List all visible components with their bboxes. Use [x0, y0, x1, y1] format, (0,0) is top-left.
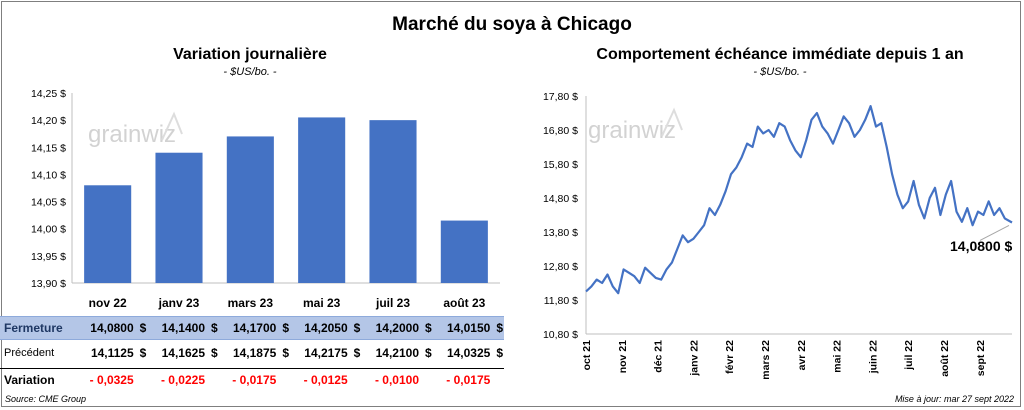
line-y-tick-label: 17,80 $: [543, 91, 578, 103]
left-chart-subtitle: - $US/bo. -: [223, 66, 277, 78]
line-x-tick-label: mars 22: [760, 340, 772, 380]
table-cell-currency: $: [425, 346, 432, 360]
table-cell: 14,1700: [232, 321, 277, 335]
table-cell: - 0,0125: [303, 373, 348, 387]
line-x-tick-label: janv 22: [688, 340, 700, 377]
last-value-leader-line: [979, 225, 1010, 241]
line-x-tick-label: sept 22: [975, 340, 987, 376]
table-cell-currency: $: [496, 321, 504, 335]
watermark-text: grainwiz: [88, 121, 176, 148]
table-cell: 14,1125: [90, 346, 134, 360]
bar-y-tick-label: 14,05 $: [31, 197, 66, 209]
line-y-tick-label: 12,80 $: [543, 261, 578, 273]
bar-y-tick-label: 13,90 $: [31, 278, 66, 290]
table-cell: 14,0800: [90, 321, 134, 335]
bar-x-tick-label: nov 22: [89, 296, 127, 310]
table-row-label: Fermeture: [4, 321, 63, 335]
bar-y-tick-label: 14,20 $: [31, 115, 66, 127]
bar: [84, 185, 132, 283]
table-cell-currency: $: [496, 346, 504, 360]
grainwiz-watermark: grainwiz: [588, 107, 683, 144]
watermark-mark-icon: [661, 107, 683, 137]
line-x-tick-label: févr 22: [724, 340, 736, 374]
update-note: Mise à jour: mar 27 sept 2022: [894, 394, 1014, 404]
table-cell: 14,1625: [161, 346, 205, 360]
table-cell-currency: $: [211, 346, 218, 360]
table-cell-currency: $: [139, 346, 147, 360]
bar-x-tick-label: janv 23: [158, 296, 200, 310]
line-y-tick-label: 13,80 $: [543, 227, 578, 239]
bar-y-tick-label: 14,00 $: [31, 224, 66, 236]
line-x-tick-label: oct 21: [581, 340, 593, 371]
table-cell-currency: $: [282, 321, 290, 335]
line-x-tick-label: juil 22: [903, 340, 915, 371]
line-y-tick-label: 15,80 $: [543, 159, 578, 171]
table-cell: - 0,0175: [446, 373, 491, 387]
source-note: Source: CME Group: [5, 394, 87, 404]
left-chart-title: Variation journalière: [173, 46, 327, 63]
bar-x-tick-label: juil 23: [375, 296, 410, 310]
bar: [298, 117, 346, 283]
last-value-label: 14,0800 $: [950, 238, 1013, 254]
grainwiz-watermark: grainwiz: [88, 111, 183, 148]
line-y-tick-label: 10,80 $: [543, 329, 578, 341]
line-x-tick-label: juin 22: [867, 340, 879, 374]
bar-y-tick-label: 13,95 $: [31, 251, 66, 263]
line-y-tick-label: 11,80 $: [544, 295, 578, 307]
table-row-label: Variation: [4, 373, 55, 387]
table-cell: - 0,0325: [89, 373, 134, 387]
line-x-tick-label: août 22: [939, 340, 951, 377]
bar-x-tick-label: mars 23: [228, 296, 274, 310]
bar-y-tick-label: 14,15 $: [31, 142, 66, 154]
line-y-tick-label: 14,80 $: [543, 193, 578, 205]
bar-x-tick-label: août 23: [443, 296, 485, 310]
table-cell: - 0,0175: [232, 373, 277, 387]
table-cell: 14,2175: [304, 346, 348, 360]
line-x-tick-label: mai 22: [832, 340, 844, 373]
watermark-mark-icon: [161, 111, 183, 141]
main-title: Marché du soya à Chicago: [392, 14, 632, 35]
table-cell: 14,2050: [304, 321, 348, 335]
table-cell: - 0,0100: [374, 373, 419, 387]
line-x-tick-label: nov 21: [617, 340, 629, 373]
table-cell-currency: $: [425, 321, 432, 335]
bar-y-tick-label: 14,10 $: [31, 169, 66, 181]
right-chart-subtitle: - $US/bo. -: [753, 66, 807, 78]
table-cell: 14,1400: [161, 321, 205, 335]
bar: [369, 120, 417, 284]
right-chart-title: Comportement échéance immédiate depuis 1…: [596, 46, 964, 63]
price-line-series: [585, 105, 1013, 295]
line-x-tick-label: déc 21: [653, 340, 665, 373]
table-row-label: Précédent: [4, 347, 55, 359]
watermark-text: grainwiz: [588, 117, 676, 144]
table-cell: 14,1875: [232, 346, 277, 360]
table-row: Précédent 14,1125 $14,1625 $14,1875 $14,2175…: [0, 342, 504, 364]
line-y-tick-label: 16,80 $: [543, 125, 578, 137]
line-x-tick-label: avr 22: [796, 340, 808, 371]
table-cell: 14,2100: [375, 346, 419, 360]
table-cell: - 0,0225: [160, 373, 205, 387]
table-cell-currency: $: [353, 321, 361, 335]
table-cell-currency: $: [139, 321, 147, 335]
table-row: Variation - 0,0325 - 0,0225 - 0,0175 - 0,012…: [0, 368, 504, 391]
bar: [440, 220, 488, 283]
bar-y-tick-label: 14,25 $: [31, 88, 66, 100]
bar: [155, 152, 203, 283]
bar: [226, 136, 274, 283]
table-cell-currency: $: [353, 346, 361, 360]
bar-x-tick-label: mai 23: [303, 296, 341, 310]
table-cell: 14,2000: [375, 321, 419, 335]
table-row: Fermeture 14,0800 $14,1400 $14,1700 $14,2050…: [0, 316, 504, 340]
table-cell-currency: $: [211, 321, 218, 335]
table-cell-currency: $: [282, 346, 290, 360]
table-cell: 14,0325: [446, 346, 491, 360]
table-cell: 14,0150: [446, 321, 491, 335]
